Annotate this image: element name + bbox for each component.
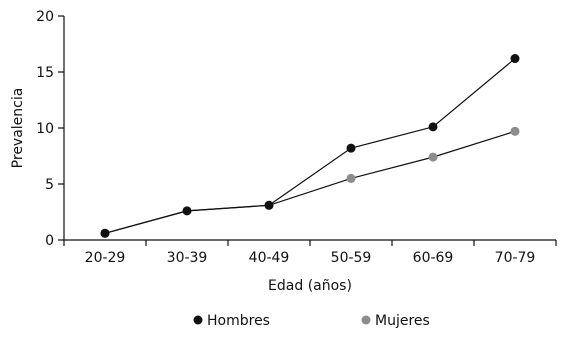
x-tick-label: 50-59 bbox=[331, 250, 372, 266]
series-line-hombres bbox=[104, 58, 516, 234]
data-point-hombres bbox=[510, 54, 520, 64]
x-tick-label: 40-49 bbox=[249, 250, 290, 266]
data-point-hombres bbox=[346, 143, 356, 153]
y-tick-label: 15 bbox=[36, 65, 54, 81]
y-axis-title: Prevalencia bbox=[10, 88, 26, 169]
data-point-mujeres bbox=[510, 126, 520, 136]
y-tick-label: 20 bbox=[36, 9, 54, 25]
y-tick-label: 10 bbox=[36, 121, 54, 137]
data-point-mujeres bbox=[346, 173, 356, 183]
legend-label-hombres: Hombres bbox=[207, 313, 270, 329]
legend: Hombres Mujeres bbox=[193, 313, 430, 329]
data-point-hombres bbox=[100, 228, 110, 238]
y-ticks: 0 5 10 15 20 bbox=[36, 9, 64, 249]
legend-label-mujeres: Mujeres bbox=[375, 313, 430, 329]
legend-marker-hombres bbox=[193, 315, 203, 325]
data-point-hombres bbox=[428, 122, 438, 132]
legend-marker-mujeres bbox=[361, 315, 371, 325]
data-point-hombres bbox=[182, 206, 192, 216]
y-tick-label: 5 bbox=[45, 177, 54, 193]
x-tick-label: 30-39 bbox=[167, 250, 208, 266]
x-ticks: 20-29 30-39 40-49 50-59 60-69 70-79 bbox=[63, 240, 557, 266]
series-line-mujeres bbox=[104, 130, 516, 234]
x-tick-label: 20-29 bbox=[85, 250, 126, 266]
series-group bbox=[100, 54, 520, 238]
y-tick-label: 0 bbox=[45, 233, 54, 249]
x-tick-label: 60-69 bbox=[413, 250, 454, 266]
x-tick-label: 70-79 bbox=[495, 250, 536, 266]
data-point-hombres bbox=[264, 200, 274, 210]
x-axis-title: Edad (años) bbox=[268, 278, 352, 294]
data-point-mujeres bbox=[428, 152, 438, 162]
axes bbox=[63, 16, 556, 241]
